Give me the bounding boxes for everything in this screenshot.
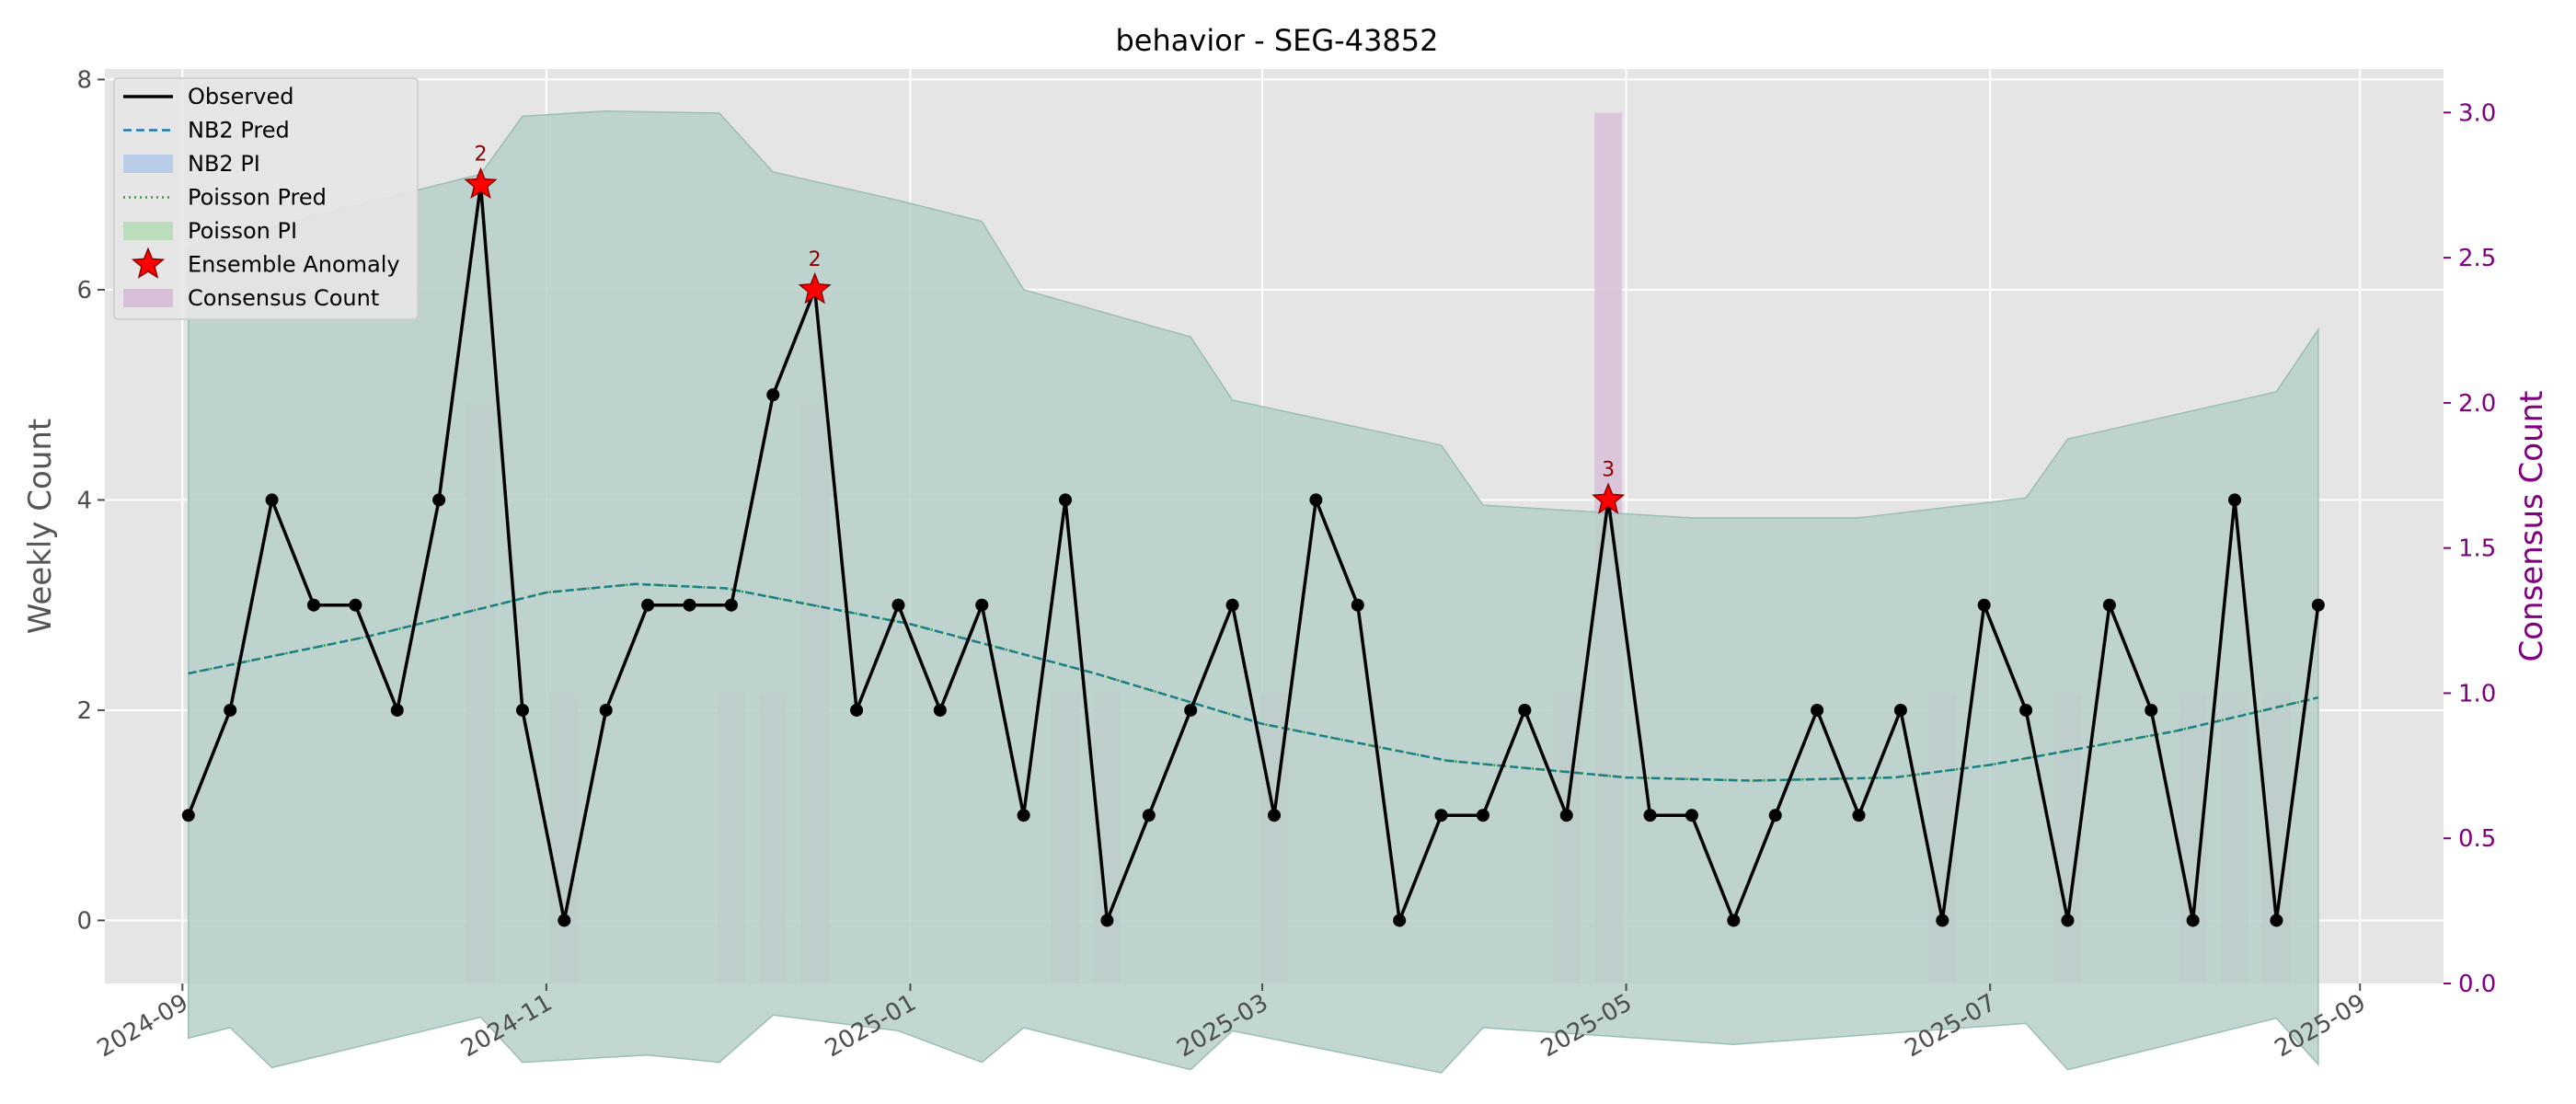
legend-label: Consensus Count — [188, 285, 379, 311]
legend-swatch-consensus — [123, 289, 173, 307]
observed-point — [1977, 598, 1991, 612]
observed-point — [1852, 809, 1866, 822]
observed-point — [891, 598, 905, 612]
chart-title: behavior - SEG-43852 — [1115, 23, 1438, 58]
legend-label: Observed — [188, 84, 293, 109]
legend-label: NB2 PI — [188, 151, 260, 177]
legend-swatch-nb2-pi — [123, 155, 173, 173]
observed-point — [2311, 598, 2325, 612]
observed-point — [1225, 598, 1239, 612]
observed-point — [1184, 703, 1198, 717]
observed-point — [390, 703, 404, 717]
observed-point — [1351, 598, 1364, 612]
y-right-tick-label: 3.0 — [2458, 99, 2496, 127]
y-tick-label: 6 — [76, 277, 92, 305]
observed-point — [850, 703, 864, 717]
y-right-tick-label: 0.0 — [2458, 971, 2496, 998]
prediction-band — [188, 109, 2319, 1074]
anomaly-star — [464, 167, 498, 200]
y-tick-label: 0 — [76, 907, 92, 935]
observed-point — [1059, 493, 1073, 507]
observed-point — [1434, 809, 1448, 822]
observed-point — [558, 914, 571, 927]
observed-point — [641, 598, 655, 612]
x-tick-label: 2024-09 — [93, 989, 193, 1063]
observed-point — [432, 493, 446, 507]
legend: Observed NB2 Pred NB2 PI Poisson Pred Poisso… — [113, 77, 419, 320]
observed-point — [306, 598, 320, 612]
right-axis: 0.0 0.5 1.0 1.5 2.0 2.5 3.0 — [2444, 99, 2496, 998]
observed-point — [515, 703, 529, 717]
prediction-interval-band — [188, 109, 2319, 1074]
observed-series — [181, 178, 2325, 927]
anomaly-label: 3 — [1602, 458, 1615, 481]
y-tick-label: 4 — [76, 487, 92, 514]
observed-point — [933, 703, 947, 717]
observed-point — [2145, 703, 2158, 717]
y-right-tick-label: 0.5 — [2458, 825, 2496, 853]
nb2-pred-line — [188, 582, 2319, 782]
observed-point — [265, 493, 279, 507]
observed-point — [1768, 809, 1782, 822]
anomaly-star — [798, 271, 832, 305]
anomaly-label: 2 — [475, 144, 488, 167]
observed-point — [181, 809, 195, 822]
observed-point — [349, 598, 362, 612]
y-tick-label: 2 — [76, 697, 92, 725]
observed-point — [1518, 703, 1532, 717]
observed-point — [599, 703, 613, 717]
anomaly-label: 2 — [809, 248, 822, 271]
observed-point — [1936, 914, 1949, 927]
legend-label: Poisson PI — [188, 218, 297, 244]
legend-box — [113, 77, 419, 320]
y-right-tick-label: 1.0 — [2458, 680, 2496, 707]
observed-point — [1643, 809, 1657, 822]
observed-point — [1142, 809, 1156, 822]
prediction-lines — [188, 582, 2319, 782]
legend-swatch-poisson-pi — [123, 222, 173, 240]
observed-point — [1727, 914, 1741, 927]
observed-point — [2102, 598, 2116, 612]
legend-label: Ensemble Anomaly — [188, 252, 400, 278]
observed-point — [975, 598, 989, 612]
observed-point — [683, 598, 696, 612]
y-right-tick-label: 2.5 — [2458, 245, 2496, 272]
y-tick-label: 8 — [76, 66, 92, 94]
observed-line — [187, 182, 2320, 923]
legend-label: NB2 Pred — [188, 118, 290, 144]
observed-point — [2228, 493, 2242, 507]
observed-point — [1685, 809, 1698, 822]
observed-point — [1476, 809, 1489, 822]
y-right-tick-label: 1.5 — [2458, 535, 2496, 563]
observed-point — [1100, 914, 1114, 927]
observed-point — [1559, 809, 1573, 822]
observed-point — [724, 598, 738, 612]
observed-point — [2019, 703, 2033, 717]
observed-point — [1268, 809, 1281, 822]
y-right-tick-label: 2.0 — [2458, 390, 2496, 418]
left-axis: 0 2 4 6 8 — [76, 66, 105, 935]
observed-point — [1393, 914, 1407, 927]
observed-point — [2061, 914, 2075, 927]
observed-point — [1017, 809, 1030, 822]
observed-point — [2270, 914, 2283, 927]
observed-point — [2186, 914, 2200, 927]
observed-point — [224, 703, 237, 717]
legend-label: Poisson Pred — [188, 185, 327, 211]
y-axis-right-title: Consensus Count — [2513, 390, 2550, 661]
y-axis-title: Weekly Count — [22, 419, 59, 635]
observed-point — [1309, 493, 1323, 507]
anomaly-star — [1592, 482, 1626, 514]
observed-point — [1893, 703, 1907, 717]
anomaly-markers: 2 2 3 — [464, 144, 1626, 514]
observed-point — [766, 388, 780, 402]
legend-swatch-anomaly — [131, 247, 166, 279]
observed-point — [1811, 703, 1824, 717]
